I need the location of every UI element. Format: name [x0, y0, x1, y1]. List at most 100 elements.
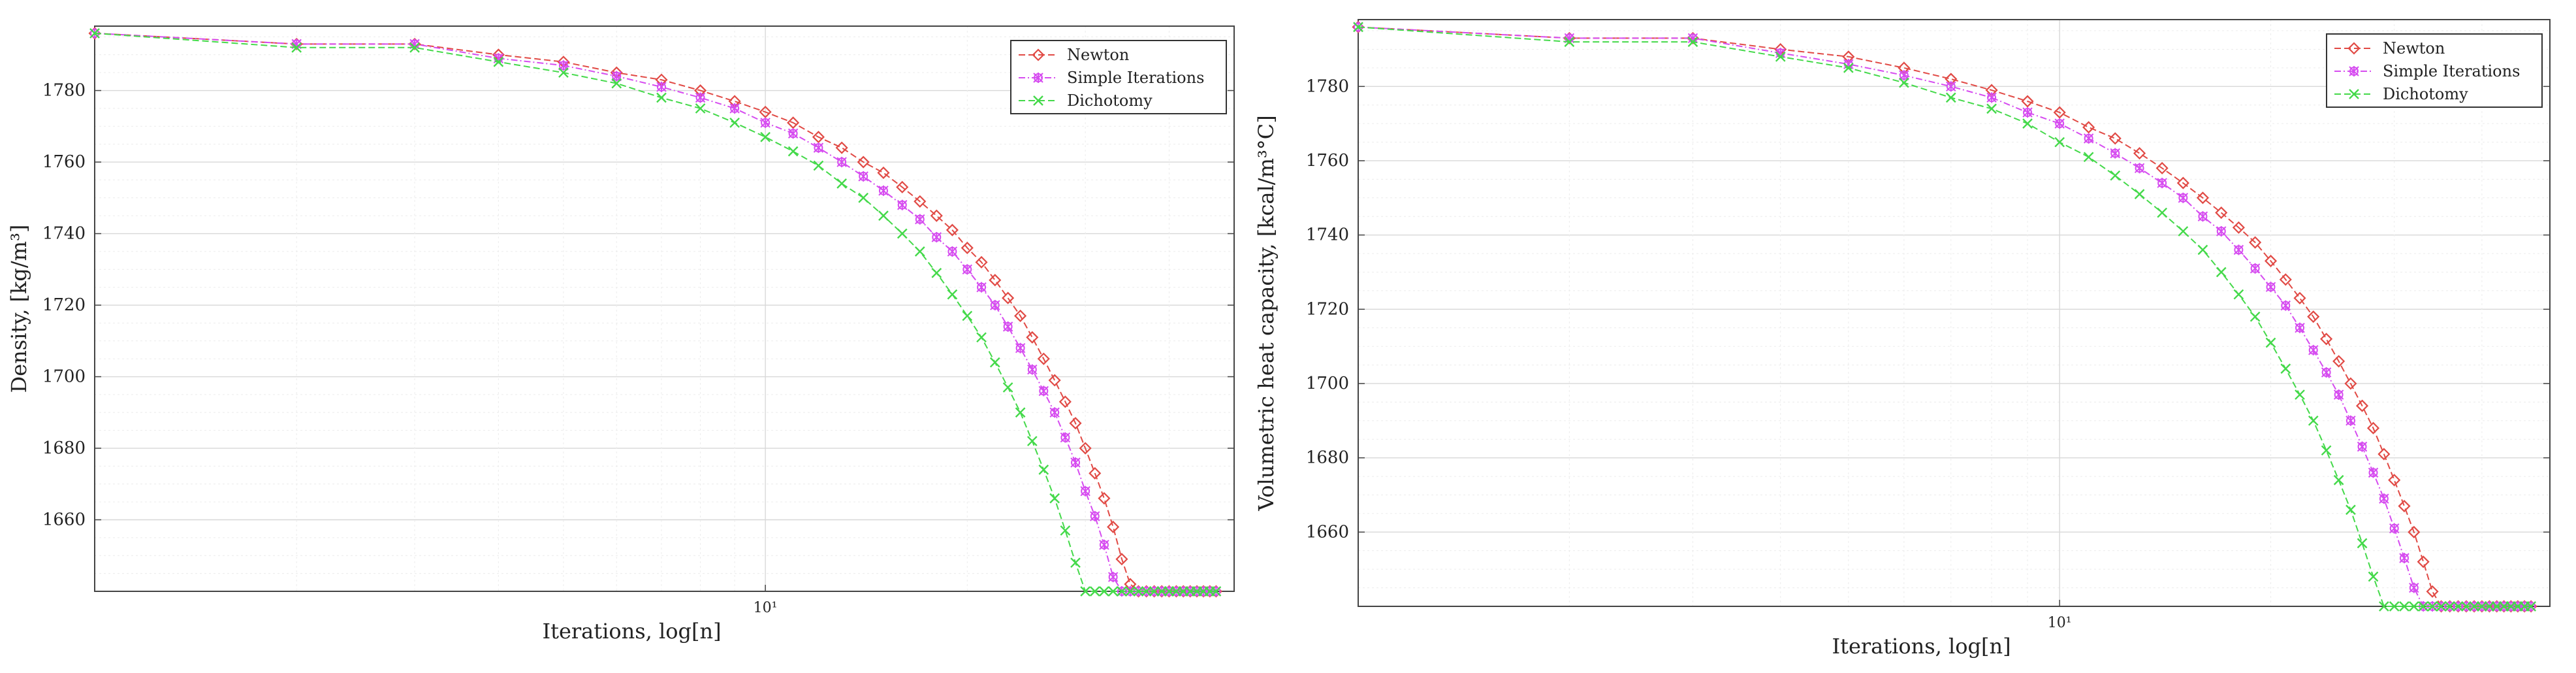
- legend: Newton Simple Iterations Dichotomy: [2326, 33, 2543, 108]
- data-point-newton: [2417, 555, 2430, 568]
- series-dichotomy: [1353, 22, 2536, 612]
- data-point-dichotomy: [914, 246, 925, 257]
- plot-frame: [94, 25, 1235, 592]
- data-point-dichotomy: [1141, 586, 1152, 597]
- data-point-dichotomy: [2399, 601, 2409, 612]
- data-point-simple: [976, 282, 987, 293]
- data-point-dichotomy: [1002, 382, 1013, 393]
- data-point-newton: [759, 105, 772, 118]
- x-axis-label: Iterations, log[n]: [542, 619, 721, 644]
- data-point-dichotomy: [2444, 601, 2455, 612]
- data-point-newton: [2215, 206, 2228, 220]
- data-point-simple: [2333, 389, 2344, 401]
- data-point-simple: [2295, 322, 2305, 333]
- data-point-dichotomy: [1089, 586, 1100, 597]
- data-point-dichotomy: [1149, 586, 1160, 597]
- y-tick-label: 1720: [42, 295, 86, 315]
- data-point-dichotomy: [947, 289, 958, 300]
- data-point-simple: [2216, 225, 2227, 237]
- data-point-simple: [2178, 192, 2189, 203]
- data-point-dichotomy: [2484, 601, 2495, 612]
- data-point-newton: [2176, 176, 2189, 189]
- data-point-newton: [1115, 553, 1128, 566]
- data-point-newton: [2155, 161, 2169, 174]
- data-point-dichotomy: [1156, 586, 1168, 597]
- data-point-simple: [1099, 539, 1109, 550]
- data-point-dichotomy: [2368, 571, 2379, 582]
- data-point-dichotomy: [2379, 601, 2389, 612]
- data-point-newton: [961, 241, 974, 254]
- data-point-dichotomy: [656, 92, 667, 103]
- data-point-simple: [2409, 582, 2419, 593]
- data-point-dichotomy: [2157, 207, 2167, 218]
- data-point-dichotomy: [2178, 226, 2189, 237]
- data-point-newton: [2344, 377, 2357, 390]
- data-point-newton: [1048, 374, 1061, 387]
- data-point-dichotomy: [1026, 436, 1038, 446]
- data-point-newton: [1098, 492, 1111, 505]
- data-point-dichotomy: [2233, 289, 2244, 300]
- data-point-simple: [1946, 81, 1956, 92]
- data-point-simple: [2308, 344, 2319, 355]
- legend-marker-dichotomy: [2349, 89, 2359, 99]
- data-point-dichotomy: [989, 357, 1000, 368]
- data-point-simple: [1002, 321, 1013, 332]
- data-point-dichotomy: [89, 28, 100, 39]
- y-tick-label: 1660: [42, 510, 86, 530]
- data-point-simple: [878, 185, 889, 196]
- data-point-newton: [2021, 95, 2034, 108]
- x-tick-label: 10¹: [2048, 615, 2072, 631]
- legend-item-simple: Simple Iterations: [2334, 62, 2520, 80]
- data-point-newton: [2377, 448, 2391, 461]
- data-point-simple: [836, 157, 847, 168]
- legend-marker-simple: [1033, 73, 1043, 83]
- series-line-newton: [94, 32, 1216, 592]
- data-point-simple: [1986, 92, 1997, 103]
- x-tick-label: 10¹: [754, 600, 778, 616]
- data-point-dichotomy: [2295, 389, 2305, 400]
- x-axis-label: Iterations, log[n]: [1832, 634, 2011, 659]
- data-point-simple: [2368, 467, 2379, 478]
- data-point-dichotomy: [878, 210, 889, 222]
- legend-label-simple: Simple Iterations: [2383, 62, 2520, 80]
- data-point-simple: [2345, 415, 2356, 426]
- data-point-newton: [930, 209, 943, 222]
- data-point-dichotomy: [897, 228, 908, 239]
- legend-label-simple: Simple Iterations: [1067, 69, 1204, 87]
- data-point-simple: [2197, 211, 2208, 222]
- data-point-newton: [2426, 585, 2439, 598]
- data-point-simple: [1090, 511, 1100, 522]
- data-point-newton: [1069, 417, 1082, 430]
- data-point-simple: [990, 300, 1000, 311]
- data-point-simple: [2134, 163, 2145, 174]
- data-point-simple: [1107, 572, 1119, 583]
- data-point-dichotomy: [858, 192, 869, 203]
- y-tick-label: 1740: [42, 224, 86, 244]
- data-point-newton: [2355, 399, 2369, 412]
- data-point-newton: [2307, 310, 2320, 323]
- y-tick-label: 1680: [1306, 448, 1349, 468]
- data-point-simple: [695, 92, 706, 103]
- data-point-simple: [760, 117, 771, 128]
- data-point-simple: [656, 82, 667, 93]
- data-point-dichotomy: [2250, 311, 2261, 322]
- data-point-dichotomy: [493, 56, 504, 67]
- data-point-dichotomy: [1687, 37, 1698, 47]
- legend-label-dichotomy: Dichotomy: [2383, 85, 2468, 103]
- data-point-simple: [2389, 523, 2400, 534]
- data-point-dichotomy: [2345, 504, 2356, 516]
- data-point-simple: [2280, 300, 2291, 311]
- data-point-dichotomy: [1038, 465, 1049, 475]
- data-point-simple: [858, 171, 868, 182]
- data-point-dichotomy: [2436, 601, 2447, 612]
- series-line-simple: [94, 32, 1216, 592]
- data-point-dichotomy: [2308, 415, 2319, 426]
- series-newton: [1352, 20, 2537, 613]
- data-point-simple: [611, 71, 622, 82]
- y-tick-label: 1780: [42, 81, 86, 101]
- data-point-simple: [2054, 118, 2065, 129]
- data-point-dichotomy: [2427, 601, 2438, 612]
- legend-label-newton: Newton: [1067, 46, 1129, 64]
- data-point-simple: [787, 128, 799, 139]
